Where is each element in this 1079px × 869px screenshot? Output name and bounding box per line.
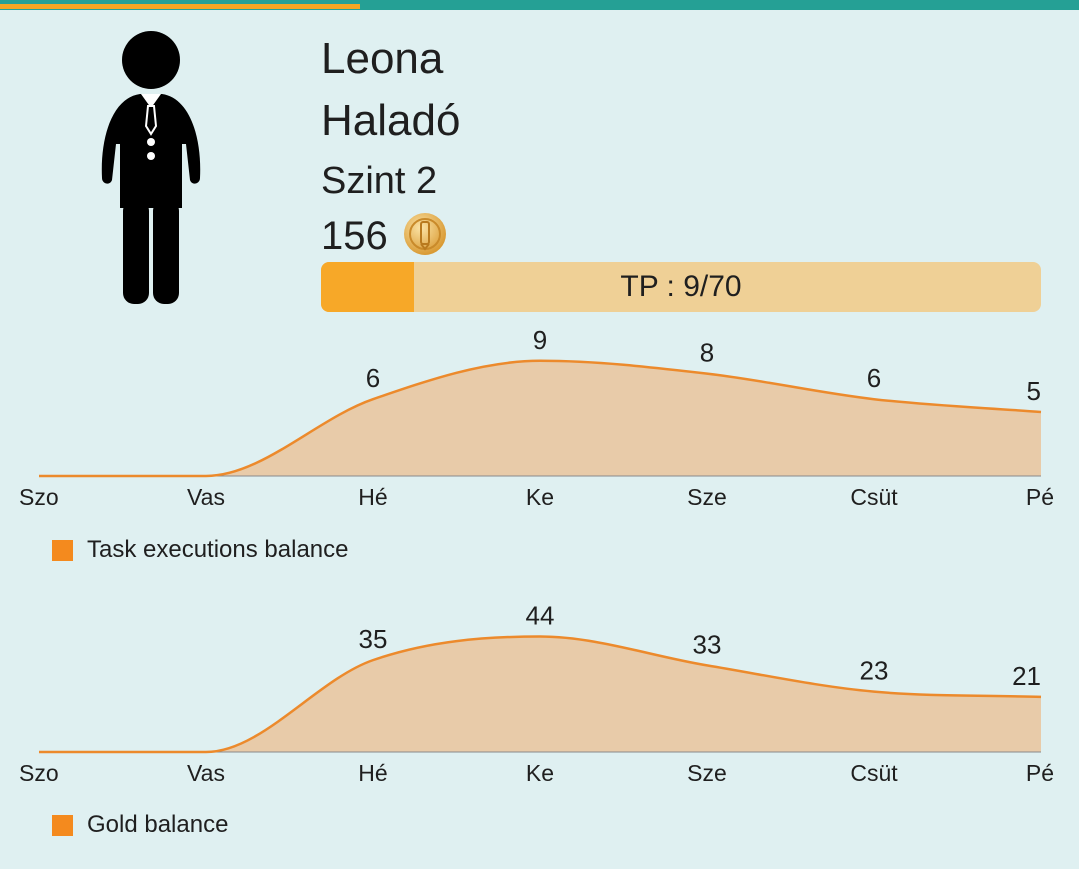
chart-legend: Task executions balance (52, 536, 349, 564)
x-tick-label: Csüt (850, 760, 898, 786)
x-tick-label: Hé (358, 760, 387, 786)
x-tick-label: Szo (19, 484, 59, 510)
legend-swatch (52, 539, 73, 561)
data-label: 6 (366, 363, 380, 393)
tp-progress-bar: TP : 9/70 (321, 262, 1041, 312)
x-tick-label: Sze (687, 484, 727, 510)
legend-swatch (52, 814, 73, 836)
series-area (39, 636, 1041, 752)
task-executions-plot: 6 9 8 6 5 Szo Vas Hé Ke Sze Csüt Pé (19, 325, 1054, 510)
chart-legend: Gold balance (52, 811, 228, 839)
legend-label: Gold balance (87, 811, 229, 838)
data-label: 5 (1027, 376, 1041, 406)
top-bar (0, 0, 1079, 10)
profile-name: Leona (321, 34, 444, 83)
x-tick-label: Vas (187, 484, 225, 510)
series-line (39, 635, 1042, 754)
gold-coin-icon (404, 213, 446, 255)
data-label: 21 (1012, 661, 1041, 691)
gold-amount: 156 (321, 214, 388, 258)
x-tick-label: Ke (526, 484, 554, 510)
data-label: 35 (359, 624, 388, 654)
data-label: 8 (700, 338, 714, 368)
legend-label: Task executions balance (87, 536, 349, 563)
gold-balance-plot: 35 44 33 23 21 Szo Vas Hé Ke Sze Csüt Pé (19, 601, 1054, 787)
x-tick-label: Sze (687, 760, 727, 786)
x-tick-label: Vas (187, 760, 225, 786)
data-label: 6 (867, 363, 881, 393)
x-tick-label: Pé (1026, 484, 1054, 510)
person-in-suit-icon (101, 31, 201, 304)
profile-rank: Haladó (321, 96, 461, 145)
task-executions-chart: 6 9 8 6 5 Szo Vas Hé Ke Sze Csüt Pé Task executions… (0, 315, 1079, 585)
x-tick-label: Pé (1026, 760, 1054, 786)
x-tick-label: Hé (358, 484, 387, 510)
series-area (39, 360, 1041, 476)
data-label: 9 (533, 325, 547, 355)
data-label: 33 (693, 629, 722, 659)
series-line (39, 359, 1042, 478)
tp-progress-label: TP : 9/70 (620, 270, 742, 303)
data-label: 44 (526, 601, 555, 631)
x-tick-label: Szo (19, 760, 59, 786)
x-tick-label: Csüt (850, 484, 898, 510)
gold-balance-chart: 35 44 33 23 21 Szo Vas Hé Ke Sze Csüt Pé Gold balan… (0, 590, 1079, 850)
top-bar-accent (0, 4, 360, 9)
tp-progress-fill (321, 262, 414, 312)
x-tick-label: Ke (526, 760, 554, 786)
data-label: 23 (860, 656, 889, 686)
profile-level: Szint 2 (321, 160, 438, 202)
